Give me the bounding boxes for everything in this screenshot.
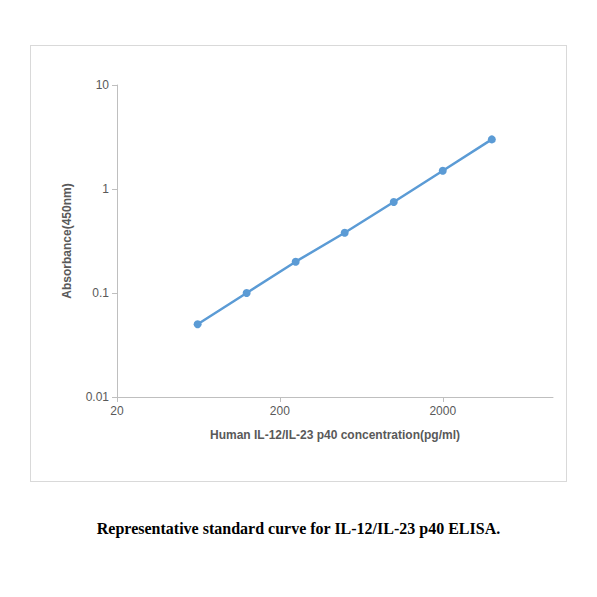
- svg-text:Absorbance(450nm): Absorbance(450nm): [60, 183, 74, 298]
- svg-text:10: 10: [96, 78, 110, 92]
- svg-text:0.1: 0.1: [92, 286, 109, 300]
- svg-text:20: 20: [110, 404, 124, 418]
- svg-text:200: 200: [270, 404, 290, 418]
- html-text:Representative standard curve: Representative standard curve for IL-12/…: [96, 520, 501, 537]
- svg-text:0.01: 0.01: [86, 390, 110, 404]
- svg-text:1: 1: [102, 182, 109, 196]
- svg-text:2000: 2000: [429, 404, 456, 418]
- svg-text:Human IL-12/IL-23 p40 concentr: Human IL-12/IL-23 p40 concentration(pg/m…: [210, 428, 460, 442]
